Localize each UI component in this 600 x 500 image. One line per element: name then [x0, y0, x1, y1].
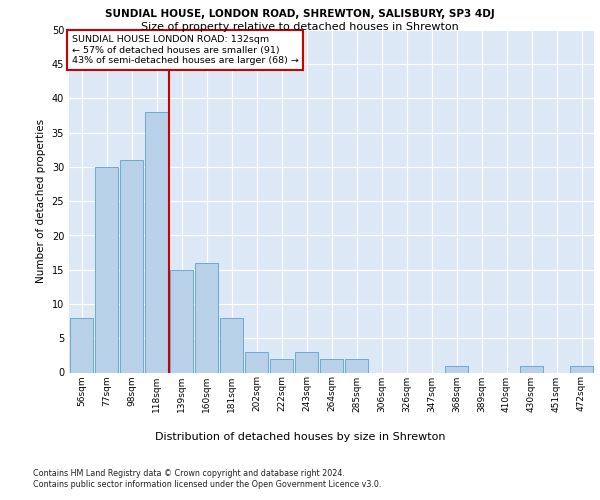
Text: Contains public sector information licensed under the Open Government Licence v3: Contains public sector information licen… [33, 480, 382, 489]
Bar [570, 366, 593, 372]
Bar [170, 270, 193, 372]
Bar [245, 352, 268, 372]
Bar [120, 160, 143, 372]
Bar [220, 318, 243, 372]
Text: SUNDIAL HOUSE LONDON ROAD: 132sqm
← 57% of detached houses are smaller (91)
43% : SUNDIAL HOUSE LONDON ROAD: 132sqm ← 57% … [71, 35, 299, 65]
Bar [145, 112, 168, 372]
Text: Distribution of detached houses by size in Shrewton: Distribution of detached houses by size … [155, 432, 445, 442]
Text: SUNDIAL HOUSE, LONDON ROAD, SHREWTON, SALISBURY, SP3 4DJ: SUNDIAL HOUSE, LONDON ROAD, SHREWTON, SA… [105, 9, 495, 19]
Text: Size of property relative to detached houses in Shrewton: Size of property relative to detached ho… [141, 22, 459, 32]
Bar [70, 318, 93, 372]
Bar [320, 359, 343, 372]
Bar [95, 167, 118, 372]
Bar [195, 263, 218, 372]
Bar [295, 352, 318, 372]
Y-axis label: Number of detached properties: Number of detached properties [36, 119, 46, 284]
Bar [520, 366, 543, 372]
Bar [345, 359, 368, 372]
Text: Contains HM Land Registry data © Crown copyright and database right 2024.: Contains HM Land Registry data © Crown c… [33, 469, 345, 478]
Bar [445, 366, 468, 372]
Bar [270, 359, 293, 372]
